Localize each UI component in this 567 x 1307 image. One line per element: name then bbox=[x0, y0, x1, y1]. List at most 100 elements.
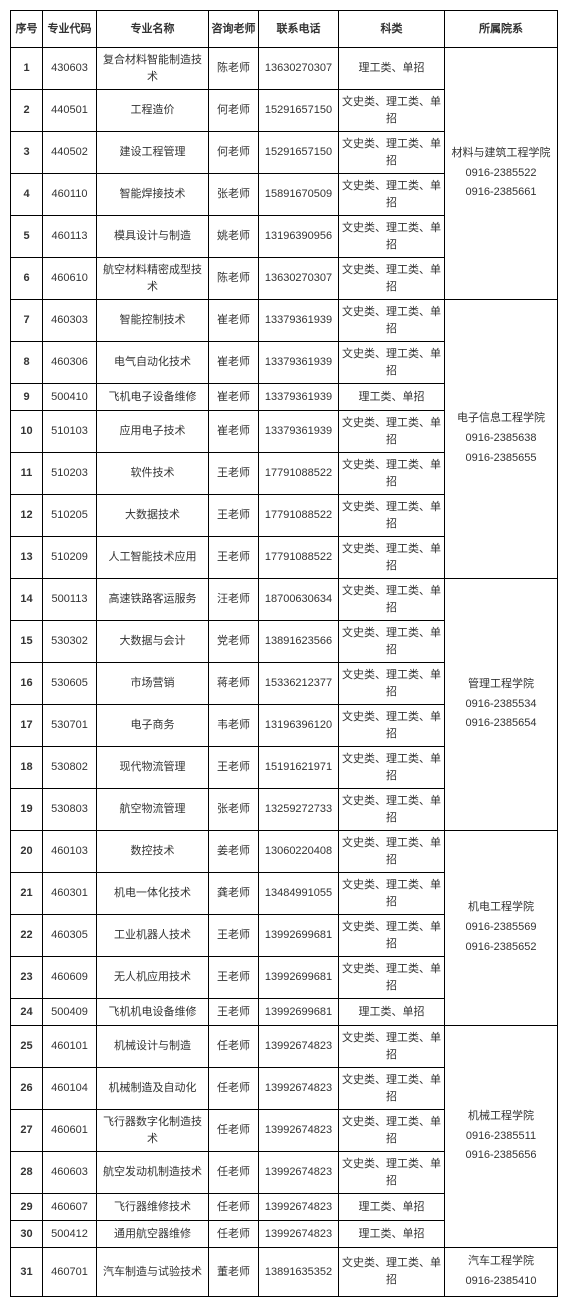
cell-category: 文史类、理工类、单招 bbox=[339, 1110, 445, 1152]
cell-idx: 1 bbox=[11, 48, 43, 90]
cell-category: 文史类、理工类、单招 bbox=[339, 216, 445, 258]
cell-phone: 13992699681 bbox=[259, 957, 339, 999]
cell-idx: 27 bbox=[11, 1110, 43, 1152]
cell-idx: 12 bbox=[11, 495, 43, 537]
cell-code: 530302 bbox=[43, 621, 97, 663]
cell-teacher: 何老师 bbox=[209, 90, 259, 132]
cell-idx: 19 bbox=[11, 789, 43, 831]
table-row: 7460303智能控制技术崔老师13379361939文史类、理工类、单招电子信… bbox=[11, 300, 558, 342]
cell-phone: 13196390956 bbox=[259, 216, 339, 258]
cell-name: 飞机机电设备维修 bbox=[97, 999, 209, 1026]
cell-code: 510103 bbox=[43, 411, 97, 453]
cell-name: 航空发动机制造技术 bbox=[97, 1152, 209, 1194]
cell-code: 500410 bbox=[43, 384, 97, 411]
cell-category: 文史类、理工类、单招 bbox=[339, 258, 445, 300]
cell-code: 460609 bbox=[43, 957, 97, 999]
cell-teacher: 龚老师 bbox=[209, 873, 259, 915]
cell-idx: 28 bbox=[11, 1152, 43, 1194]
cell-name: 高速铁路客运服务 bbox=[97, 579, 209, 621]
cell-name: 软件技术 bbox=[97, 453, 209, 495]
cell-name: 飞行器数字化制造技术 bbox=[97, 1110, 209, 1152]
cell-name: 通用航空器维修 bbox=[97, 1221, 209, 1248]
table-row: 14500113高速铁路客运服务汪老师18700630634文史类、理工类、单招… bbox=[11, 579, 558, 621]
cell-code: 430603 bbox=[43, 48, 97, 90]
dept-phone: 0916-2385410 bbox=[447, 1272, 555, 1292]
cell-name: 智能控制技术 bbox=[97, 300, 209, 342]
cell-teacher: 王老师 bbox=[209, 537, 259, 579]
cell-name: 智能焊接技术 bbox=[97, 174, 209, 216]
cell-category: 理工类、单招 bbox=[339, 1221, 445, 1248]
cell-name: 市场营销 bbox=[97, 663, 209, 705]
cell-category: 文史类、理工类、单招 bbox=[339, 831, 445, 873]
cell-code: 460601 bbox=[43, 1110, 97, 1152]
cell-name: 工业机器人技术 bbox=[97, 915, 209, 957]
cell-code: 460101 bbox=[43, 1026, 97, 1068]
cell-phone: 13379361939 bbox=[259, 300, 339, 342]
cell-category: 文史类、理工类、单招 bbox=[339, 411, 445, 453]
dept-phone: 0916-2385656 bbox=[447, 1146, 555, 1166]
cell-idx: 30 bbox=[11, 1221, 43, 1248]
cell-phone: 13992699681 bbox=[259, 915, 339, 957]
cell-idx: 9 bbox=[11, 384, 43, 411]
cell-name: 应用电子技术 bbox=[97, 411, 209, 453]
cell-teacher: 王老师 bbox=[209, 915, 259, 957]
cell-phone: 13992674823 bbox=[259, 1221, 339, 1248]
dept-name: 管理工程学院 bbox=[447, 675, 555, 695]
cell-category: 文史类、理工类、单招 bbox=[339, 1026, 445, 1068]
header-row: 序号 专业代码 专业名称 咨询老师 联系电话 科类 所属院系 bbox=[11, 11, 558, 48]
cell-category: 文史类、理工类、单招 bbox=[339, 915, 445, 957]
majors-table: 序号 专业代码 专业名称 咨询老师 联系电话 科类 所属院系 1430603复合… bbox=[10, 10, 558, 1297]
cell-teacher: 姜老师 bbox=[209, 831, 259, 873]
cell-category: 文史类、理工类、单招 bbox=[339, 1068, 445, 1110]
cell-teacher: 姚老师 bbox=[209, 216, 259, 258]
cell-category: 文史类、理工类、单招 bbox=[339, 621, 445, 663]
cell-idx: 18 bbox=[11, 747, 43, 789]
cell-category: 文史类、理工类、单招 bbox=[339, 300, 445, 342]
col-name: 专业名称 bbox=[97, 11, 209, 48]
cell-idx: 3 bbox=[11, 132, 43, 174]
cell-phone: 13992674823 bbox=[259, 1152, 339, 1194]
col-idx: 序号 bbox=[11, 11, 43, 48]
cell-code: 460305 bbox=[43, 915, 97, 957]
cell-code: 500412 bbox=[43, 1221, 97, 1248]
dept-phone: 0916-2385569 bbox=[447, 918, 555, 938]
cell-phone: 13992699681 bbox=[259, 999, 339, 1026]
cell-phone: 13379361939 bbox=[259, 384, 339, 411]
cell-idx: 14 bbox=[11, 579, 43, 621]
cell-category: 文史类、理工类、单招 bbox=[339, 132, 445, 174]
cell-phone: 13060220408 bbox=[259, 831, 339, 873]
col-code: 专业代码 bbox=[43, 11, 97, 48]
cell-phone: 13630270307 bbox=[259, 48, 339, 90]
cell-teacher: 任老师 bbox=[209, 1221, 259, 1248]
cell-teacher: 张老师 bbox=[209, 174, 259, 216]
cell-teacher: 张老师 bbox=[209, 789, 259, 831]
cell-name: 航空材料精密成型技术 bbox=[97, 258, 209, 300]
cell-code: 460607 bbox=[43, 1194, 97, 1221]
cell-code: 510209 bbox=[43, 537, 97, 579]
cell-idx: 17 bbox=[11, 705, 43, 747]
cell-idx: 2 bbox=[11, 90, 43, 132]
cell-dept: 材料与建筑工程学院0916-23855220916-2385661 bbox=[445, 48, 558, 300]
cell-idx: 16 bbox=[11, 663, 43, 705]
cell-idx: 20 bbox=[11, 831, 43, 873]
cell-phone: 15336212377 bbox=[259, 663, 339, 705]
cell-code: 510205 bbox=[43, 495, 97, 537]
cell-name: 机械设计与制造 bbox=[97, 1026, 209, 1068]
cell-name: 机械制造及自动化 bbox=[97, 1068, 209, 1110]
dept-name: 材料与建筑工程学院 bbox=[447, 144, 555, 164]
cell-teacher: 党老师 bbox=[209, 621, 259, 663]
table-row: 20460103数控技术姜老师13060220408文史类、理工类、单招机电工程… bbox=[11, 831, 558, 873]
cell-name: 大数据与会计 bbox=[97, 621, 209, 663]
cell-teacher: 韦老师 bbox=[209, 705, 259, 747]
cell-code: 510203 bbox=[43, 453, 97, 495]
cell-dept: 机械工程学院0916-23855110916-2385656 bbox=[445, 1026, 558, 1248]
cell-category: 理工类、单招 bbox=[339, 384, 445, 411]
cell-phone: 13630270307 bbox=[259, 258, 339, 300]
cell-teacher: 王老师 bbox=[209, 957, 259, 999]
cell-idx: 23 bbox=[11, 957, 43, 999]
cell-code: 460306 bbox=[43, 342, 97, 384]
cell-name: 模具设计与制造 bbox=[97, 216, 209, 258]
cell-phone: 15291657150 bbox=[259, 90, 339, 132]
cell-phone: 13891623566 bbox=[259, 621, 339, 663]
cell-code: 440501 bbox=[43, 90, 97, 132]
